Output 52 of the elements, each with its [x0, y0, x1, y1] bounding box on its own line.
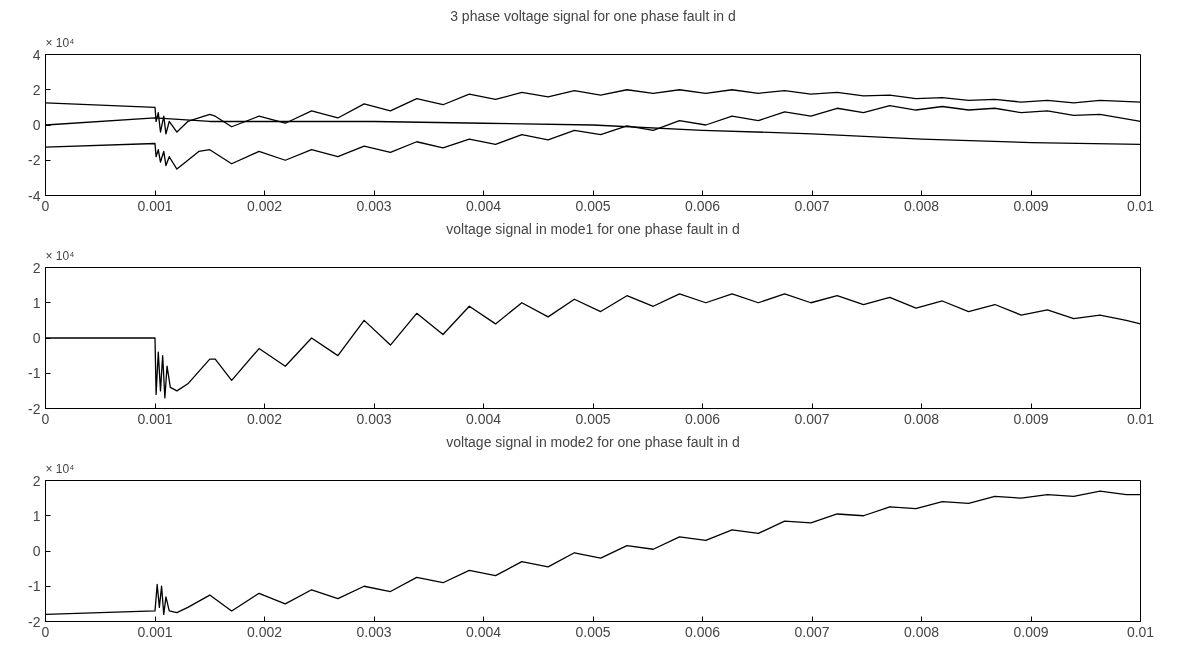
x-tick-label: 0.006: [684, 410, 721, 427]
x-tick-label: 0.004: [465, 197, 502, 214]
y-tick-label: 1: [32, 294, 41, 311]
y-tick-label: 2: [32, 259, 41, 276]
x-tick-label: 0.009: [1013, 623, 1049, 640]
x-tick-label: 0.004: [465, 410, 502, 427]
x-tick-label: 0.001: [137, 623, 173, 640]
text: × 10⁴: [45, 461, 75, 476]
x-tick-label: 0.003: [356, 197, 392, 214]
x-tick-label: 0.003: [356, 410, 392, 427]
x-tick-label: 0.002: [246, 623, 283, 640]
x-tick-label: 0.002: [246, 197, 283, 214]
x-tick-label: 0.004: [465, 623, 502, 640]
chart-title: voltage signal in mode1 for one phase fault in d: [446, 220, 740, 237]
line-series: [45, 490, 1141, 616]
x-tick-label: 0.001: [137, 197, 173, 214]
x-tick-label: 0.007: [794, 623, 830, 640]
x-tick-label: 0.005: [575, 197, 611, 214]
x-tick-label: 0.008: [903, 197, 940, 214]
chart-title: voltage signal in mode2 for one phase fault in d: [446, 433, 740, 450]
x-tick-label: 0.008: [903, 410, 940, 427]
x-tick-label: 0.002: [246, 410, 283, 427]
y-tick-label: 2: [32, 81, 41, 98]
y-tick-label: 0: [32, 330, 41, 346]
x-tick-label: 0.01: [1126, 623, 1155, 640]
x-tick-label: 0.01: [1126, 197, 1155, 214]
y-tick-label: 0: [32, 543, 41, 559]
x-tick-label: 0.006: [684, 197, 721, 214]
chart-title: 3 phase voltage signal for one phase fault in d: [450, 7, 736, 24]
x-tick-label: 0.009: [1013, 197, 1049, 214]
y-tick-label: 0: [32, 117, 41, 133]
y-tick-label: -4: [28, 187, 41, 204]
x-tick-label: 0.01: [1126, 410, 1155, 427]
y-tick-label: -2: [28, 152, 41, 169]
x-tick-label: 0.005: [575, 623, 611, 640]
y-tick-label: -2: [28, 613, 41, 630]
x-tick-label: 0.008: [903, 623, 940, 640]
y-tick-label: -1: [28, 578, 41, 595]
y-tick-label: 2: [32, 472, 41, 489]
x-tick-label: 0.003: [356, 623, 392, 640]
y-tick-label: 1: [32, 507, 41, 524]
y-tick-label: -2: [28, 400, 41, 417]
x-tick-label: 0.007: [794, 197, 830, 214]
y-tick-label: 4: [32, 46, 41, 63]
x-tick-label: 0.005: [575, 410, 611, 427]
x-tick-label: 0.009: [1013, 410, 1049, 427]
x-tick-label: 0.006: [684, 623, 721, 640]
y-tick-label: -1: [28, 365, 41, 382]
text: × 10⁴: [45, 248, 75, 263]
text: × 10⁴: [45, 35, 75, 50]
x-tick-label: 0.001: [137, 410, 173, 427]
x-tick-label: 0.007: [794, 410, 830, 427]
